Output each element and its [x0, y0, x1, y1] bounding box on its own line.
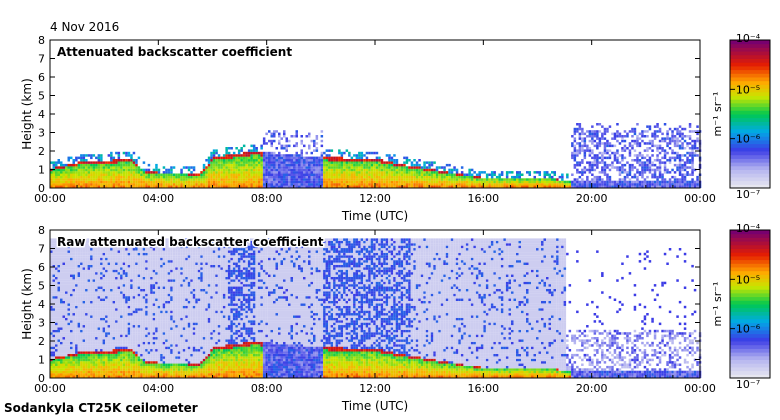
x-tick-label: 00:00: [684, 192, 716, 205]
x-tick-label: 04:00: [142, 192, 174, 205]
y-tick-label: 6: [38, 71, 45, 84]
y-tick-label: 1: [38, 354, 45, 367]
x-tick-label: 08:00: [251, 192, 283, 205]
colorbar-tick-label: 10⁻⁴: [736, 32, 761, 45]
x-tick-label: 08:00: [251, 382, 283, 395]
colorbar-tick-label: 10⁻⁵: [736, 83, 760, 96]
colorbar-label: m⁻¹ sr⁻¹: [711, 282, 724, 327]
x-tick-label: 12:00: [359, 382, 391, 395]
x-tick-label: 20:00: [576, 192, 608, 205]
instrument-label: Sodankyla CT25K ceilometer: [4, 401, 198, 415]
y-tick-label: 1: [38, 164, 45, 177]
y-tick-label: 0: [38, 372, 45, 385]
date-label: 4 Nov 2016: [50, 20, 120, 34]
colorbar-tick-label: 10⁻⁵: [736, 273, 760, 286]
panel-1: 0 1 2 3 4 5 6 7 8 00:00 04:00 08:00 12:00 16:00 20:00 0…: [20, 32, 771, 223]
x-tick-label: 00:00: [684, 382, 716, 395]
y-tick-label: 3: [38, 127, 45, 140]
colorbar: 10⁻⁷ 10⁻⁶ 10⁻⁵ 10⁻⁴ m⁻¹ sr⁻¹: [711, 32, 771, 201]
y-tick-label: 8: [38, 224, 45, 237]
y-tick-label: 7: [38, 53, 45, 66]
y-tick-label: 8: [38, 34, 45, 47]
y-tick-label: 2: [38, 335, 45, 348]
x-tick-label: 12:00: [359, 192, 391, 205]
colorbar-frame: [729, 39, 771, 189]
y-tick-label: 0: [38, 182, 45, 195]
panel-2: 0 1 2 3 4 5 6 7 8 00:00 04:00 08:00 12:00 16:00 20:00 0…: [20, 222, 771, 413]
y-tick-label: 6: [38, 261, 45, 274]
x-tick-label: 00:00: [34, 192, 66, 205]
colorbar-tick-label: 10⁻⁶: [736, 323, 761, 336]
y-tick-label: 4: [38, 298, 45, 311]
y-tick-label: 4: [38, 108, 45, 121]
colorbar-label: m⁻¹ sr⁻¹: [711, 92, 724, 137]
y-tick-label: 5: [38, 280, 45, 293]
x-axis-title: Time (UTC): [341, 399, 408, 413]
x-tick-label: 16:00: [467, 382, 499, 395]
y-axis-title: Height (km): [20, 78, 34, 149]
y-tick-label: 2: [38, 145, 45, 158]
colorbar-tick-label: 10⁻⁴: [736, 222, 761, 235]
colorbar-tick-label: 10⁻⁶: [736, 133, 761, 146]
colorbar-frame: [729, 229, 771, 379]
y-tick-label: 3: [38, 317, 45, 330]
colorbar-tick-label: 10⁻⁷: [736, 188, 760, 201]
panel-title: Raw attenuated backscatter coefficient: [57, 235, 324, 249]
x-axis-title: Time (UTC): [341, 209, 408, 223]
x-tick-label: 20:00: [576, 382, 608, 395]
y-axis-title: Height (km): [20, 268, 34, 339]
x-tick-label: 00:00: [34, 382, 66, 395]
x-tick-label: 04:00: [142, 382, 174, 395]
heatmap: [50, 238, 702, 378]
y-tick-label: 7: [38, 243, 45, 256]
x-tick-label: 16:00: [467, 192, 499, 205]
colorbar-tick-label: 10⁻⁷: [736, 378, 760, 391]
heatmap: [50, 123, 702, 188]
colorbar: 10⁻⁷ 10⁻⁶ 10⁻⁵ 10⁻⁴ m⁻¹ sr⁻¹: [711, 222, 771, 391]
panel-title: Attenuated backscatter coefficient: [57, 45, 292, 59]
y-tick-label: 5: [38, 90, 45, 103]
